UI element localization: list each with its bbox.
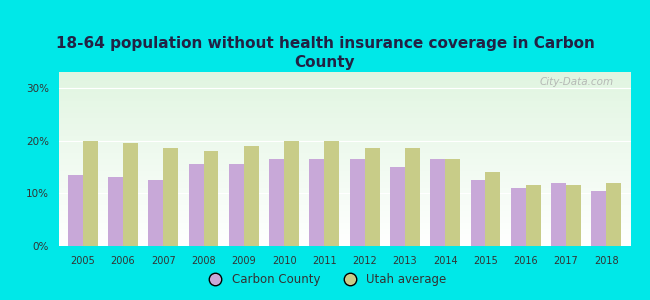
Bar: [58, 234, 630, 237]
Bar: [58, 182, 630, 185]
Bar: [309, 159, 324, 246]
Bar: [58, 206, 630, 208]
Bar: [58, 220, 630, 223]
Bar: [471, 180, 486, 246]
Bar: [58, 208, 630, 211]
Bar: [486, 172, 500, 246]
Bar: [58, 194, 630, 197]
Bar: [123, 143, 138, 246]
Bar: [58, 89, 630, 92]
Bar: [58, 145, 630, 147]
Bar: [58, 81, 630, 84]
Bar: [58, 75, 630, 78]
Bar: [58, 168, 630, 171]
Text: City-Data.com: City-Data.com: [540, 77, 614, 87]
Bar: [58, 173, 630, 176]
Bar: [58, 232, 630, 234]
Bar: [58, 185, 630, 188]
Bar: [58, 237, 630, 240]
Bar: [365, 148, 380, 246]
Bar: [244, 146, 259, 246]
Bar: [58, 104, 630, 107]
Bar: [163, 148, 178, 246]
Bar: [58, 110, 630, 112]
Bar: [269, 159, 284, 246]
Bar: [58, 179, 630, 182]
Bar: [108, 178, 123, 246]
Bar: [68, 175, 83, 246]
Bar: [58, 153, 630, 156]
Bar: [511, 188, 526, 246]
Bar: [58, 139, 630, 142]
Bar: [58, 136, 630, 139]
Bar: [58, 223, 630, 226]
Bar: [58, 191, 630, 194]
Bar: [58, 95, 630, 98]
Bar: [58, 243, 630, 246]
Bar: [390, 167, 405, 246]
Bar: [445, 159, 460, 246]
Bar: [148, 180, 163, 246]
Bar: [350, 159, 365, 246]
Bar: [58, 176, 630, 179]
Bar: [58, 159, 630, 162]
Bar: [58, 107, 630, 110]
Bar: [430, 159, 445, 246]
Bar: [58, 86, 630, 89]
Bar: [58, 92, 630, 95]
Bar: [58, 116, 630, 118]
Bar: [58, 202, 630, 206]
Bar: [203, 151, 218, 246]
Bar: [58, 165, 630, 168]
Bar: [58, 133, 630, 136]
Bar: [58, 214, 630, 217]
Bar: [58, 121, 630, 124]
Bar: [526, 185, 541, 246]
Bar: [58, 130, 630, 133]
Bar: [58, 84, 630, 86]
Bar: [229, 164, 244, 246]
Bar: [58, 101, 630, 104]
Bar: [188, 164, 203, 246]
Bar: [58, 156, 630, 159]
Bar: [405, 148, 420, 246]
Bar: [58, 142, 630, 145]
Bar: [58, 211, 630, 214]
Bar: [592, 190, 606, 246]
Legend: Carbon County, Utah average: Carbon County, Utah average: [199, 269, 451, 291]
Bar: [58, 226, 630, 229]
Bar: [83, 140, 98, 246]
Bar: [58, 147, 630, 150]
Bar: [58, 162, 630, 165]
Bar: [58, 118, 630, 121]
Text: 18-64 population without health insurance coverage in Carbon
County: 18-64 population without health insuranc…: [55, 36, 595, 70]
Bar: [324, 140, 339, 246]
Bar: [58, 98, 630, 101]
Bar: [58, 150, 630, 153]
Bar: [58, 229, 630, 232]
Bar: [58, 171, 630, 173]
Bar: [58, 217, 630, 220]
Bar: [58, 200, 630, 202]
Bar: [58, 124, 630, 127]
Bar: [58, 112, 630, 116]
Bar: [58, 127, 630, 130]
Bar: [551, 183, 566, 246]
Bar: [566, 185, 581, 246]
Bar: [284, 140, 299, 246]
Bar: [58, 72, 630, 75]
Bar: [58, 188, 630, 191]
Bar: [58, 197, 630, 200]
Bar: [58, 240, 630, 243]
Bar: [58, 78, 630, 81]
Bar: [606, 183, 621, 246]
